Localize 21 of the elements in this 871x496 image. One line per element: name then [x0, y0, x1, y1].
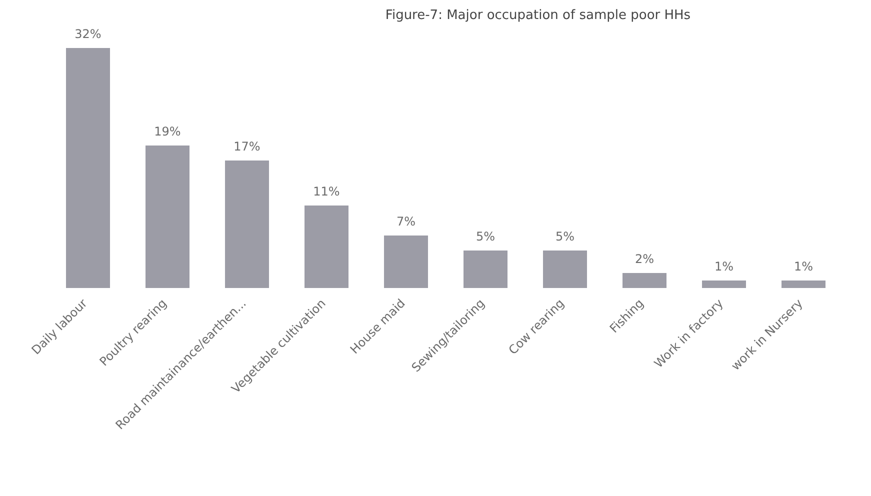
data-label: 1% — [714, 260, 734, 274]
data-label: 19% — [154, 124, 181, 138]
data-label: 5% — [476, 230, 496, 244]
data-label: 7% — [396, 214, 416, 228]
bar — [384, 236, 428, 288]
bar — [782, 280, 826, 288]
data-label: 1% — [794, 260, 814, 274]
bar — [66, 48, 110, 288]
bar — [543, 250, 587, 288]
bar — [225, 160, 269, 288]
bar — [146, 146, 190, 288]
data-label: 2% — [634, 252, 654, 266]
data-label: 5% — [555, 230, 575, 244]
data-label: 32% — [74, 27, 102, 41]
bar — [702, 280, 746, 288]
chart-title: Figure-7: Major occupation of sample poor HHs — [384, 8, 692, 23]
bar — [304, 206, 348, 288]
data-label: 11% — [313, 184, 340, 198]
bar — [622, 273, 666, 288]
data-label: 17% — [234, 140, 260, 154]
bar — [464, 250, 508, 288]
